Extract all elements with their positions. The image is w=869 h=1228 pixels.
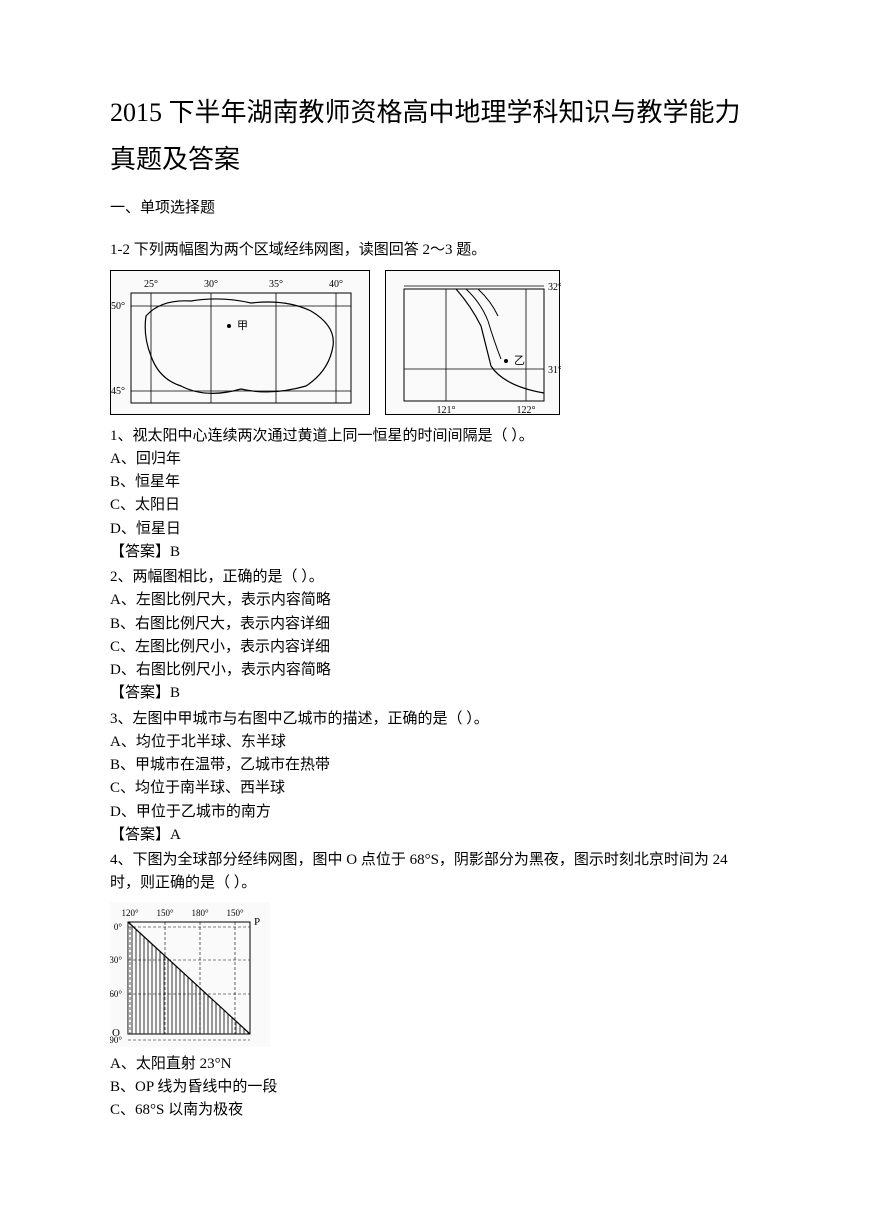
- svg-text:122°: 122°: [517, 405, 536, 416]
- svg-text:150°: 150°: [226, 908, 244, 918]
- q3-opt-d: D、甲位于乙城市的南方: [110, 801, 759, 824]
- q4-opt-a: A、太阳直射 23°N: [110, 1053, 759, 1076]
- figure-3-grid: 120°150°180°150°0°30°60°90°PO: [110, 902, 270, 1047]
- q1-opt-a: A、回归年: [110, 448, 759, 471]
- svg-text:甲: 甲: [237, 320, 248, 332]
- svg-text:31°: 31°: [548, 365, 561, 376]
- document-title: 2015 下半年湖南教师资格高中地理学科知识与教学能力真题及答案: [110, 90, 759, 184]
- figure-3-wrap: 120°150°180°150°0°30°60°90°PO: [110, 902, 759, 1047]
- intro-text-q1-2: 1-2 下列两幅图为两个区域经纬网图，读图回答 2～3 题。: [110, 238, 759, 262]
- q2-opt-d: D、右图比例尺小，表示内容简略: [110, 659, 759, 682]
- q1-opt-d: D、恒星日: [110, 518, 759, 541]
- q1-stem: 1、视太阳中心连续两次通过黄道上同一恒星的时间间隔是（ ）。: [110, 425, 759, 448]
- question-4-opts: A、太阳直射 23°N B、OP 线为昏线中的一段 C、68°S 以南为极夜: [110, 1053, 759, 1123]
- svg-text:35°: 35°: [269, 279, 283, 290]
- figure-2-map-right: 121° 122° 32° 31° 乙: [385, 270, 560, 415]
- question-4: 4、下图为全球部分经纬网图，图中 O 点位于 68°S，阴影部分为黑夜，图示时刻…: [110, 849, 759, 896]
- svg-text:50°: 50°: [111, 301, 125, 312]
- section-heading-1: 一、单项选择题: [110, 196, 759, 220]
- figure-1-map-left: 25° 30° 35° 40° 50° 45° 甲: [110, 270, 370, 415]
- svg-text:120°: 120°: [121, 908, 139, 918]
- svg-text:45°: 45°: [111, 386, 125, 397]
- svg-text:0°: 0°: [114, 922, 123, 932]
- q1-opt-b: B、恒星年: [110, 471, 759, 494]
- svg-text:O: O: [112, 1027, 120, 1039]
- q2-stem: 2、两幅图相比，正确的是（ ）。: [110, 566, 759, 589]
- q2-opt-c: C、左图比例尺小，表示内容详细: [110, 636, 759, 659]
- q2-answer: 【答案】B: [110, 682, 759, 705]
- q3-opt-b: B、甲城市在温带，乙城市在热带: [110, 754, 759, 777]
- q4-opt-c: C、68°S 以南为极夜: [110, 1099, 759, 1122]
- question-1: 1、视太阳中心连续两次通过黄道上同一恒星的时间间隔是（ ）。 A、回归年 B、恒…: [110, 425, 759, 565]
- q4-opt-b: B、OP 线为昏线中的一段: [110, 1076, 759, 1099]
- q2-opt-a: A、左图比例尺大，表示内容简略: [110, 589, 759, 612]
- q3-answer: 【答案】A: [110, 824, 759, 847]
- svg-text:P: P: [254, 916, 260, 928]
- q3-stem: 3、左图中甲城市与右图中乙城市的描述，正确的是（ ）。: [110, 708, 759, 731]
- svg-text:121°: 121°: [437, 405, 456, 416]
- svg-text:180°: 180°: [191, 908, 209, 918]
- q2-opt-b: B、右图比例尺大，表示内容详细: [110, 613, 759, 636]
- q1-answer: 【答案】B: [110, 541, 759, 564]
- svg-text:60°: 60°: [110, 989, 122, 999]
- svg-text:乙: 乙: [514, 354, 525, 367]
- q3-opt-c: C、均位于南半球、西半球: [110, 777, 759, 800]
- q3-opt-a: A、均位于北半球、东半球: [110, 731, 759, 754]
- figure-row-1: 25° 30° 35° 40° 50° 45° 甲 121° 122° 32° 31° 乙: [110, 270, 759, 415]
- svg-text:32°: 32°: [548, 282, 561, 293]
- svg-text:30°: 30°: [110, 955, 122, 965]
- q1-opt-c: C、太阳日: [110, 494, 759, 517]
- svg-text:25°: 25°: [144, 279, 158, 290]
- svg-text:30°: 30°: [204, 279, 218, 290]
- q4-stem: 4、下图为全球部分经纬网图，图中 O 点位于 68°S，阴影部分为黑夜，图示时刻…: [110, 849, 759, 896]
- svg-text:150°: 150°: [156, 908, 174, 918]
- question-3: 3、左图中甲城市与右图中乙城市的描述，正确的是（ ）。 A、均位于北半球、东半球…: [110, 708, 759, 848]
- svg-text:40°: 40°: [329, 279, 343, 290]
- question-2: 2、两幅图相比，正确的是（ ）。 A、左图比例尺大，表示内容简略 B、右图比例尺…: [110, 566, 759, 706]
